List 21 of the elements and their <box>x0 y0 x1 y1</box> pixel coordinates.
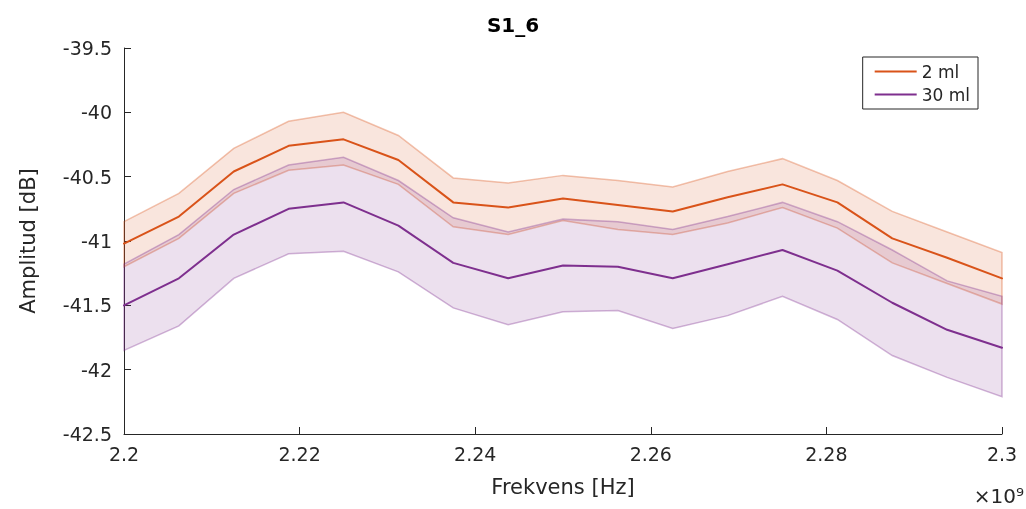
y-tick-label: -41 <box>80 230 112 252</box>
legend-label: 2 ml <box>921 61 960 82</box>
x-axis-title: Frekvens [Hz] <box>491 474 635 499</box>
x-tick-label: 2.2 <box>108 442 140 465</box>
chart-title: S1_6 <box>486 13 540 37</box>
legend-label: 30 ml <box>921 84 971 105</box>
x-tick-label: 2.22 <box>278 442 321 465</box>
x-tick-label: 2.24 <box>454 442 497 465</box>
y-tick-label: -42 <box>80 358 112 381</box>
text: ×10⁹ <box>973 484 1024 508</box>
line-series <box>123 138 1003 280</box>
y-tick-label: -42.5 <box>62 423 112 445</box>
x-tick-label: 2.28 <box>805 442 848 465</box>
y-tick-label: -39.5 <box>62 37 112 59</box>
y-tick-label: -40 <box>80 101 112 124</box>
line-series <box>123 201 1003 349</box>
y-tick-label: -41.5 <box>62 294 112 317</box>
x-tick-label: 2.3 <box>986 442 1018 465</box>
y-tick-label: -40.5 <box>62 165 112 188</box>
x-tick-label: 2.26 <box>629 442 672 465</box>
y-axis-title: Amplitud [dB] <box>15 168 40 314</box>
